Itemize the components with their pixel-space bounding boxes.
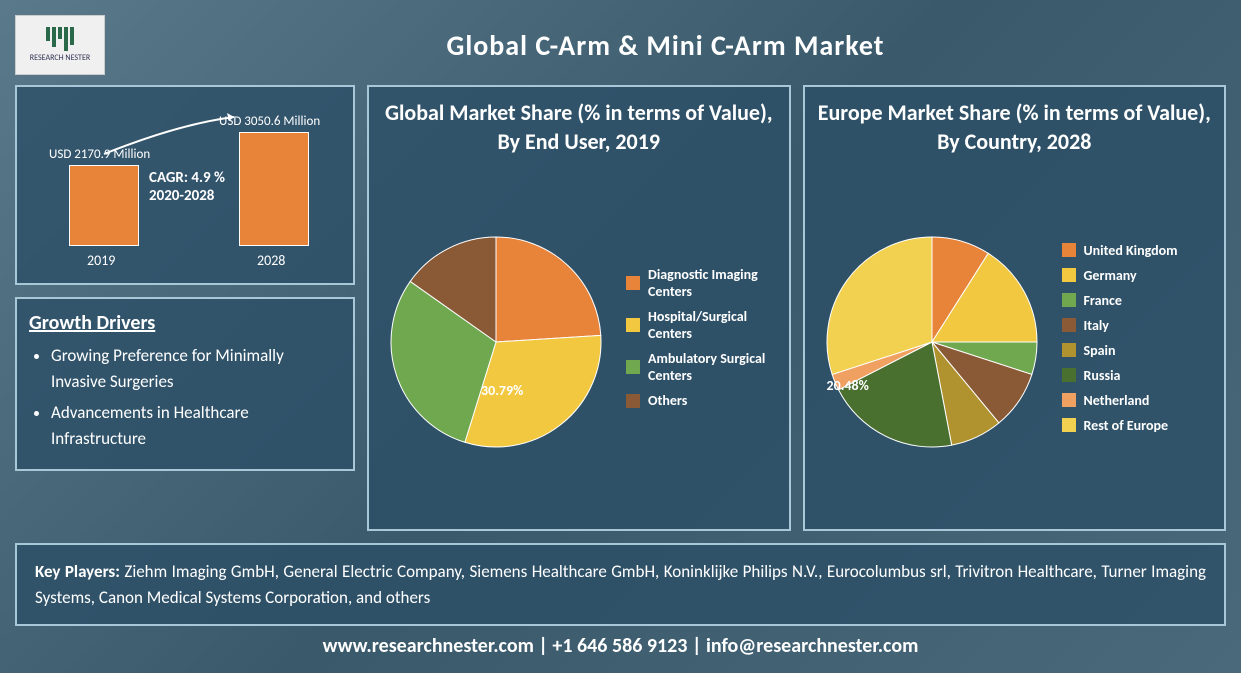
legend-label: Hospital/Surgical Centers (648, 308, 777, 342)
legend-item: Ambulatory Surgical Centers (626, 350, 777, 384)
legend-swatch (626, 394, 640, 408)
legend-item: Hospital/Surgical Centers (626, 308, 777, 342)
key-players-text: Ziehm Imaging GmbH, General Electric Com… (35, 561, 1206, 608)
legend-item: Russia (1062, 367, 1213, 384)
legend-item: Diagnostic Imaging Centers (626, 266, 777, 300)
legend-label: Rest of Europe (1084, 417, 1169, 434)
pie2-chart: 20.48% (817, 227, 1047, 457)
pie-slice (496, 237, 601, 342)
legend-item: Rest of Europe (1062, 417, 1213, 434)
pie-callout: 30.79% (481, 382, 523, 399)
bar-value-label: USD 3050.6 Million (219, 114, 359, 129)
bar-x-label: 2019 (87, 252, 115, 269)
legend-swatch (626, 318, 640, 332)
legend-label: Ambulatory Surgical Centers (648, 350, 777, 384)
legend-item: Others (626, 392, 777, 409)
pie1-legend: Diagnostic Imaging Centers Hospital/Surgi… (611, 266, 777, 417)
key-players-panel: Key Players: Ziehm Imaging GmbH, General… (15, 543, 1226, 626)
pie1-chart: 30.79% (381, 227, 611, 457)
drivers-list: Growing Preference for Minimally Invasiv… (29, 343, 341, 451)
cagr-label: CAGR: 4.9 %2020-2028 (149, 169, 225, 205)
driver-item: Advancements in Healthcare Infrastructur… (51, 400, 341, 451)
bar-2019 (69, 165, 139, 246)
pie2-title: Europe Market Share (% in terms of Value… (817, 99, 1213, 156)
legend-swatch (626, 276, 640, 290)
legend-item: France (1062, 292, 1213, 309)
pie-callout: 20.48% (827, 377, 869, 394)
europe-pie-panel: Europe Market Share (% in terms of Value… (803, 85, 1227, 531)
legend-swatch (1062, 318, 1076, 332)
page-title: Global C-Arm & Mini C-Arm Market (105, 28, 1226, 63)
legend-label: Italy (1084, 317, 1109, 334)
bar-value-label: USD 2170.9 Million (49, 147, 189, 162)
legend-swatch (1062, 343, 1076, 357)
header: RESEARCH NESTER Global C-Arm & Mini C-Ar… (15, 15, 1226, 75)
bar-2028 (239, 132, 309, 246)
global-pie-panel: Global Market Share (% in terms of Value… (367, 85, 791, 531)
legend-label: Others (648, 392, 687, 409)
legend-swatch (1062, 368, 1076, 382)
pie2-legend: United Kingdom Germany France Italy Spain Rus… (1047, 242, 1213, 442)
legend-swatch (1062, 243, 1076, 257)
legend-swatch (626, 360, 640, 374)
legend-label: United Kingdom (1084, 242, 1178, 259)
logo-text: RESEARCH NESTER (30, 53, 90, 63)
driver-item: Growing Preference for Minimally Invasiv… (51, 343, 341, 394)
legend-label: France (1084, 292, 1122, 309)
legend-item: Italy (1062, 317, 1213, 334)
legend-item: United Kingdom (1062, 242, 1213, 259)
footer-contact: www.researchnester.com | +1 646 586 9123… (15, 626, 1226, 658)
growth-drivers-panel: Growth Drivers Growing Preference for Mi… (15, 297, 355, 471)
legend-swatch (1062, 418, 1076, 432)
legend-swatch (1062, 393, 1076, 407)
bar-chart-panel: 2019USD 2170.9 Million2028USD 3050.6 Mil… (15, 85, 355, 285)
drivers-heading: Growth Drivers (29, 311, 341, 335)
legend-item: Germany (1062, 267, 1213, 284)
legend-label: Russia (1084, 367, 1121, 384)
bar-x-label: 2028 (257, 252, 285, 269)
logo: RESEARCH NESTER (15, 15, 105, 75)
legend-swatch (1062, 293, 1076, 307)
legend-item: Netherland (1062, 392, 1213, 409)
legend-label: Netherland (1084, 392, 1150, 409)
legend-item: Spain (1062, 342, 1213, 359)
legend-label: Spain (1084, 342, 1116, 359)
legend-swatch (1062, 268, 1076, 282)
pie1-title: Global Market Share (% in terms of Value… (381, 99, 777, 156)
legend-label: Diagnostic Imaging Centers (648, 266, 777, 300)
key-players-label: Key Players: (35, 561, 120, 582)
legend-label: Germany (1084, 267, 1137, 284)
